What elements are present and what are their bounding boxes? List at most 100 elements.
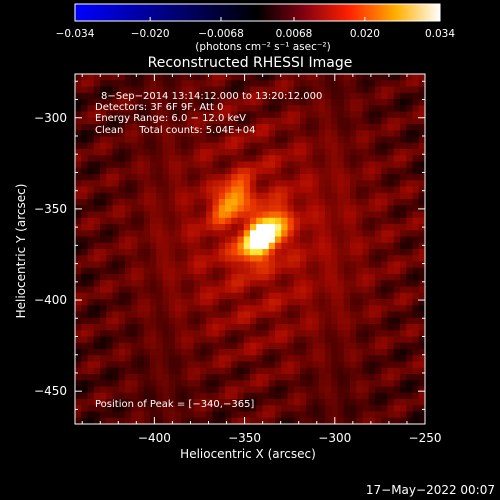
heatmap-cell — [193, 105, 201, 112]
heatmap-cell — [125, 324, 132, 331]
heatmap-cell — [337, 130, 345, 137]
heatmap-cell — [162, 74, 170, 81]
heatmap-cell — [118, 105, 126, 112]
heatmap-cell — [125, 336, 132, 344]
heatmap-cell — [106, 99, 113, 106]
heatmap-cell — [225, 199, 232, 206]
heatmap-cell — [362, 317, 370, 325]
heatmap-cell — [268, 211, 276, 219]
heatmap-cell — [325, 299, 332, 306]
heatmap-cell — [318, 349, 326, 356]
heatmap-cell — [237, 267, 245, 275]
heatmap-cell — [275, 355, 282, 362]
heatmap-cell — [287, 274, 295, 281]
heatmap-cell — [325, 142, 332, 150]
heatmap-cell — [300, 155, 307, 162]
heatmap-cell — [343, 399, 351, 406]
heatmap-cell — [300, 405, 307, 412]
heatmap-cell — [337, 99, 345, 106]
heatmap-cell — [400, 80, 407, 87]
heatmap-cell — [356, 186, 363, 194]
heatmap-cell — [143, 305, 151, 312]
heatmap-cell — [375, 130, 382, 137]
heatmap-cell — [381, 417, 388, 425]
heatmap-cell — [275, 292, 282, 300]
heatmap-cell — [187, 324, 195, 331]
heatmap-cell — [231, 336, 238, 344]
heatmap-cell — [256, 211, 263, 219]
heatmap-cell — [181, 217, 188, 225]
heatmap-cell — [125, 117, 132, 125]
heatmap-cell — [125, 149, 132, 156]
heatmap-cell — [218, 86, 226, 94]
heatmap-cell — [281, 280, 288, 287]
heatmap-cell — [168, 336, 176, 344]
heatmap-cell — [250, 292, 257, 300]
heatmap-cell — [325, 74, 332, 81]
heatmap-cell — [356, 361, 363, 369]
heatmap-cell — [81, 292, 88, 300]
heatmap-cell — [331, 205, 338, 212]
heatmap-cell — [237, 305, 245, 312]
heatmap-cell — [193, 111, 201, 119]
heatmap-cell — [193, 142, 201, 150]
heatmap-cell — [337, 330, 345, 337]
heatmap-cell — [331, 99, 338, 106]
heatmap-cell — [281, 174, 288, 181]
heatmap-cell — [306, 130, 313, 137]
heatmap-cell — [300, 280, 307, 287]
heatmap-cell — [81, 161, 88, 169]
heatmap-cell — [412, 174, 420, 181]
heatmap-cell — [368, 105, 376, 112]
heatmap-cell — [325, 311, 332, 319]
heatmap-cell — [368, 217, 376, 225]
heatmap-cell — [250, 105, 257, 112]
heatmap-cell — [268, 92, 276, 100]
heatmap-cell — [325, 211, 332, 219]
heatmap-cell — [337, 399, 345, 406]
heatmap-cell — [100, 399, 107, 406]
heatmap-cell — [162, 417, 170, 425]
heatmap-cell — [150, 111, 157, 119]
heatmap-cell — [356, 130, 363, 137]
heatmap-cell — [368, 236, 376, 244]
heatmap-cell — [350, 336, 357, 344]
heatmap-cell — [175, 349, 182, 356]
heatmap-cell — [268, 149, 276, 156]
heatmap-cell — [143, 405, 151, 412]
heatmap-cell — [81, 117, 88, 125]
heatmap-cell — [343, 217, 351, 225]
heatmap-cell — [218, 386, 226, 394]
heatmap-cell — [268, 217, 276, 225]
heatmap-cell — [300, 86, 307, 94]
heatmap-cell — [206, 167, 213, 175]
heatmap-cell — [131, 224, 138, 231]
heatmap-cell — [400, 386, 407, 394]
heatmap-cell — [143, 386, 151, 394]
heatmap-cell — [156, 386, 163, 394]
heatmap-cell — [162, 124, 170, 131]
heatmap-cell — [93, 336, 101, 344]
heatmap-cell — [393, 292, 401, 300]
heatmap-cell — [118, 299, 126, 306]
heatmap-cell — [168, 411, 176, 419]
heatmap-cell — [200, 324, 207, 331]
heatmap-cell — [131, 136, 138, 144]
heatmap-cell — [312, 336, 320, 344]
heatmap-cell — [393, 130, 401, 137]
heatmap-cell — [112, 167, 120, 175]
heatmap-cell — [218, 249, 226, 256]
heatmap-cell — [387, 155, 395, 162]
heatmap-cell — [262, 211, 270, 219]
heatmap-cell — [268, 330, 276, 337]
heatmap-cell — [156, 380, 163, 387]
heatmap-cell — [237, 417, 245, 425]
heatmap-cell — [412, 405, 420, 412]
heatmap-cell — [381, 74, 388, 81]
heatmap-cell — [418, 99, 426, 106]
heatmap-cell — [325, 149, 332, 156]
heatmap-cell — [256, 261, 263, 269]
heatmap-cell — [87, 74, 95, 81]
heatmap-cell — [143, 361, 151, 369]
heatmap-cell — [225, 399, 232, 406]
